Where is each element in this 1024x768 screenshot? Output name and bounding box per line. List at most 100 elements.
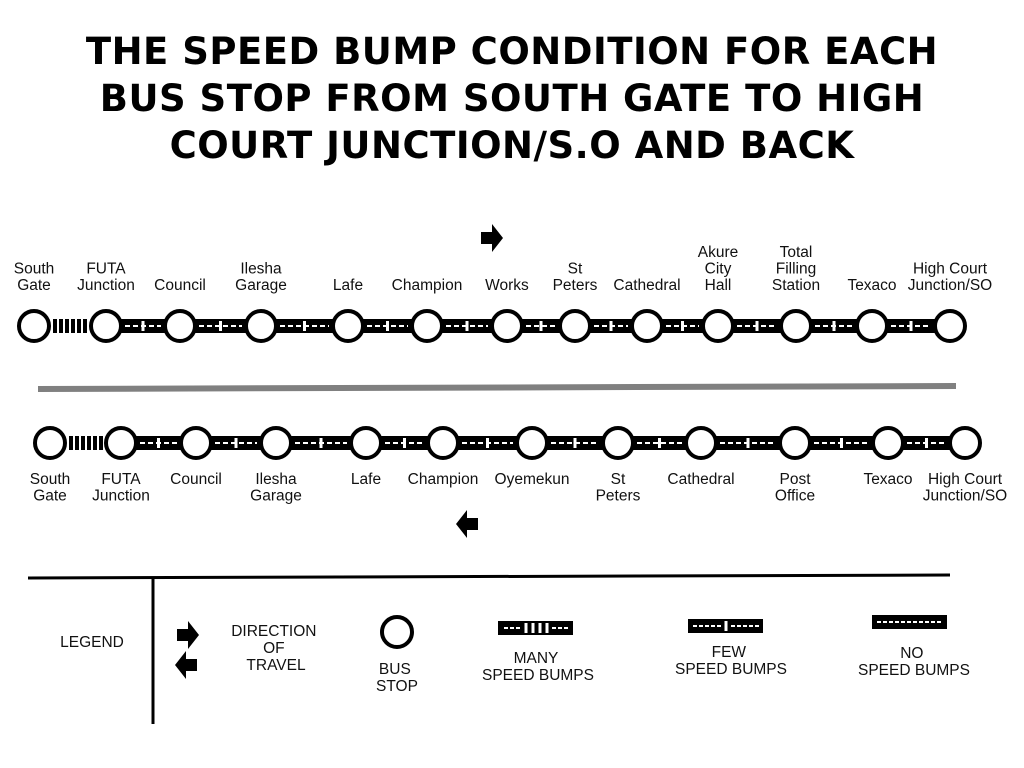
legend-few-label: FEW SPEED BUMPS [675,644,787,678]
legend: LEGEND DIRECTION OF TRAVEL BUS STOP MANY… [27,573,970,724]
outbound-stop-labels: South Gate FUTA Junction Council Ilesha Garage… [14,244,992,294]
bus-stop-circle [426,426,460,460]
route-segment-few [136,436,181,450]
route-segment-few [811,319,857,333]
stop-label: Ilesha Garage [250,471,302,505]
outbound-route: South Gate FUTA Junction Council Ilesha Garage… [14,224,992,343]
route-segment-few [662,319,703,333]
route-segment-few [458,436,517,450]
stop-label: FUTA Junction [92,471,150,505]
return-stop-labels: South Gate FUTA Junction Council Ilesha Garage… [30,471,1007,505]
bus-stop-circle [779,309,813,343]
bus-stop-circle [871,426,905,460]
legend-top-rule [27,573,951,580]
bus-stop-circle [558,309,592,343]
stop-label: Akure City Hall [698,244,739,294]
stop-label: Ilesha Garage [235,261,287,295]
stop-label: South Gate [30,471,71,505]
stop-label: Lafe [351,471,381,488]
legend-title: LEGEND [60,634,124,651]
stop-label: Lafe [333,277,363,294]
route-segment-few [195,319,246,333]
route-segment-few [716,436,780,450]
no-speed-bumps-icon [872,615,947,629]
legend-right-arrow-icon [177,621,199,649]
legend-none-label: NO SPEED BUMPS [858,645,970,679]
return-segments [65,436,950,450]
legend-bus-stop-label: BUS STOP [376,661,418,695]
route-segment-few [276,319,333,333]
legend-left-arrow-icon [175,651,197,679]
title-line-1: THE SPEED BUMP CONDITION FOR EACH [85,30,939,73]
bus-stop-circle [17,309,51,343]
bus-stop-circle [259,426,293,460]
stop-label: Total Filling Station [772,244,820,294]
stop-label: Cathedral [613,277,680,294]
route-segment-few [903,436,950,450]
route-segment-few [633,436,686,450]
route-segment-few [291,436,351,450]
bus-stop-circle [778,426,812,460]
stop-label: Texaco [847,277,896,294]
many-speed-bumps-icon [498,621,573,635]
bus-stop-circle [179,426,213,460]
route-segment-few [733,319,781,333]
stop-label: South Gate [14,261,55,295]
bus-stop-circle [515,426,549,460]
bus-stop-circle [163,309,197,343]
few-speed-bumps-icon [688,619,763,633]
route-segment-few [810,436,873,450]
bus-stop-circle [855,309,889,343]
outbound-stops [17,309,967,343]
route-segment-few [211,436,261,450]
route-segment-few [522,319,560,333]
legend-direction-label: DIRECTION OF TRAVEL [231,623,321,674]
bus-stop-circle [33,426,67,460]
diagram-title: THE SPEED BUMP CONDITION FOR EACH BUS ST… [0,28,1024,169]
stop-label: Champion [408,471,479,488]
stop-label: St Peters [596,471,641,505]
title-line-2: BUS STOP FROM SOUTH GATE TO HIGH [99,77,925,120]
stop-label: High Court Junction/SO [923,471,1007,505]
stop-label: Cathedral [667,471,734,488]
bus-stop-circle [933,309,967,343]
bus-stop-circle [490,309,524,343]
route-segment-few [590,319,632,333]
route-segment-few [121,319,165,333]
route-segment-few [381,436,428,450]
bus-stop-circle [89,309,123,343]
stop-label: Post Office [775,471,815,505]
stop-label: St Peters [553,261,598,295]
bus-stop-circle [630,309,664,343]
bus-stop-circle [244,309,278,343]
bus-stop-circle [684,426,718,460]
route-segment-many [49,319,91,333]
stop-label: Oyemekun [495,471,570,488]
bus-stop-circle [331,309,365,343]
bus-stop-icon [380,615,414,649]
bus-stop-circle [601,426,635,460]
route-segment-few [363,319,412,333]
outbound-segments [49,319,935,333]
bus-stop-circle [948,426,982,460]
direction-right-arrow-icon [481,224,503,252]
bus-stop-circle [349,426,383,460]
stop-label: Council [154,277,206,294]
legend-many-label: MANY SPEED BUMPS [482,650,594,684]
bus-stop-circle [410,309,444,343]
route-segment-few [547,436,603,450]
route-segment-few [442,319,492,333]
stop-label: Champion [392,277,463,294]
stop-label: Texaco [863,471,912,488]
route-segment-many [65,436,106,450]
bus-stop-circle [104,426,138,460]
return-stops [33,426,982,460]
stop-label: FUTA Junction [77,261,135,295]
stop-label: Works [485,277,529,294]
stop-label: High Court Junction/SO [908,261,992,295]
return-route: South Gate FUTA Junction Council Ilesha Garage… [30,426,1007,538]
bus-stop-circle [701,309,735,343]
route-segment-few [887,319,935,333]
stop-label: Council [170,471,222,488]
